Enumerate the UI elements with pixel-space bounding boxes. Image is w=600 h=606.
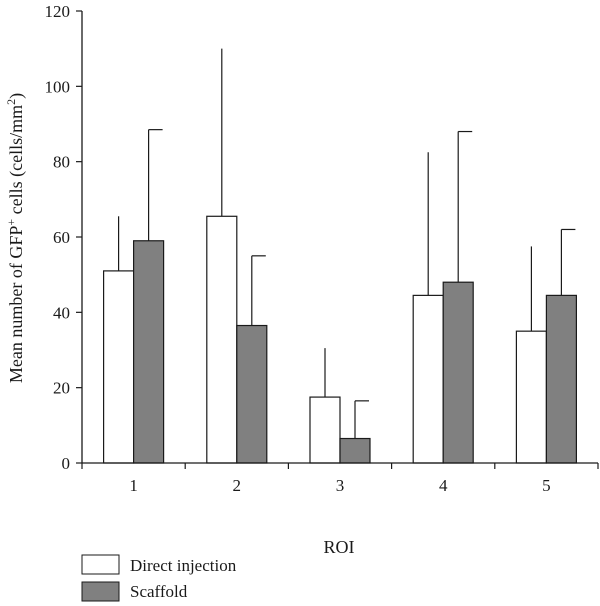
legend-label-scaffold: Scaffold <box>130 582 188 601</box>
legend-label-direct-injection: Direct injection <box>130 556 237 575</box>
y-axis-title: Mean number of GFP+ cells (cells/mm2) <box>4 93 27 383</box>
y-tick-label-0: 0 <box>62 454 71 473</box>
y-tick-label-120: 120 <box>45 2 71 21</box>
bar-direct-injection-roi-2 <box>206 215 238 464</box>
legend-swatch-scaffold <box>81 581 120 602</box>
legend-swatch-direct-injection <box>81 554 120 575</box>
bar-direct-injection-roi-5 <box>515 330 548 464</box>
bar-scaffold-roi-5 <box>545 294 578 464</box>
y-tick-label-20: 20 <box>53 379 70 398</box>
bar-scaffold-roi-1 <box>133 240 165 464</box>
bar-scaffold-roi-2 <box>236 324 268 464</box>
bar-direct-injection-roi-4 <box>412 294 444 464</box>
x-tick-label-5: 5 <box>542 476 551 495</box>
y-tick-label-60: 60 <box>53 228 70 247</box>
x-tick-label-4: 4 <box>439 476 448 495</box>
axes: 0 20 40 60 80 100 120 1 2 3 4 5 <box>45 2 599 495</box>
x-tick-label-3: 3 <box>336 476 345 495</box>
x-tick-label-1: 1 <box>129 476 138 495</box>
y-tick-label-100: 100 <box>45 77 71 96</box>
legend: Direct injection Scaffold <box>81 554 237 602</box>
bar-direct-injection-roi-1 <box>102 270 135 464</box>
bar-direct-injection-roi-3 <box>309 396 341 464</box>
y-tick-label-80: 80 <box>53 153 70 172</box>
x-tick-label-2: 2 <box>233 476 242 495</box>
bar-scaffold-roi-4 <box>442 281 474 464</box>
plot-area <box>102 48 578 464</box>
x-axis-title: ROI <box>324 537 355 557</box>
y-tick-label-40: 40 <box>53 303 70 322</box>
bar-scaffold-roi-3 <box>339 437 371 464</box>
